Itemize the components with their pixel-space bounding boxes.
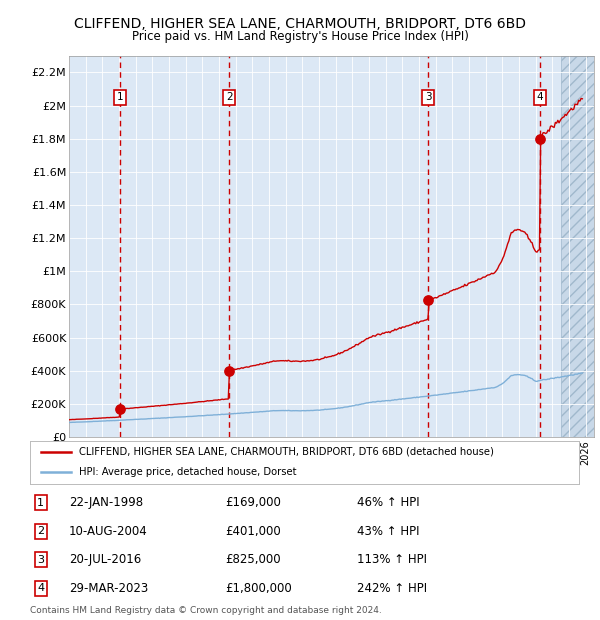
- Text: 10-AUG-2004: 10-AUG-2004: [69, 525, 148, 538]
- Text: 20-JUL-2016: 20-JUL-2016: [69, 554, 141, 566]
- Text: £401,000: £401,000: [225, 525, 281, 538]
- Text: £825,000: £825,000: [225, 554, 281, 566]
- Text: 43% ↑ HPI: 43% ↑ HPI: [357, 525, 419, 538]
- Text: 1: 1: [116, 92, 123, 102]
- Text: 46% ↑ HPI: 46% ↑ HPI: [357, 497, 419, 509]
- Text: HPI: Average price, detached house, Dorset: HPI: Average price, detached house, Dors…: [79, 467, 297, 477]
- Text: 2: 2: [37, 526, 44, 536]
- Text: 113% ↑ HPI: 113% ↑ HPI: [357, 554, 427, 566]
- Text: £169,000: £169,000: [225, 497, 281, 509]
- Text: 242% ↑ HPI: 242% ↑ HPI: [357, 582, 427, 595]
- Text: 2: 2: [226, 92, 232, 102]
- Text: 29-MAR-2023: 29-MAR-2023: [69, 582, 148, 595]
- Text: Contains HM Land Registry data © Crown copyright and database right 2024.: Contains HM Land Registry data © Crown c…: [30, 606, 382, 615]
- Text: 22-JAN-1998: 22-JAN-1998: [69, 497, 143, 509]
- Text: CLIFFEND, HIGHER SEA LANE, CHARMOUTH, BRIDPORT, DT6 6BD: CLIFFEND, HIGHER SEA LANE, CHARMOUTH, BR…: [74, 17, 526, 32]
- Text: 1: 1: [37, 498, 44, 508]
- Point: [535, 134, 544, 144]
- Point: [224, 366, 234, 376]
- Text: 4: 4: [37, 583, 44, 593]
- Text: CLIFFEND, HIGHER SEA LANE, CHARMOUTH, BRIDPORT, DT6 6BD (detached house): CLIFFEND, HIGHER SEA LANE, CHARMOUTH, BR…: [79, 447, 494, 457]
- Text: 3: 3: [37, 555, 44, 565]
- Text: 3: 3: [425, 92, 431, 102]
- Point: [424, 295, 433, 305]
- Point: [115, 404, 125, 414]
- Text: Price paid vs. HM Land Registry's House Price Index (HPI): Price paid vs. HM Land Registry's House …: [131, 30, 469, 43]
- Text: £1,800,000: £1,800,000: [225, 582, 292, 595]
- Bar: [560, 56, 594, 437]
- Text: 4: 4: [536, 92, 543, 102]
